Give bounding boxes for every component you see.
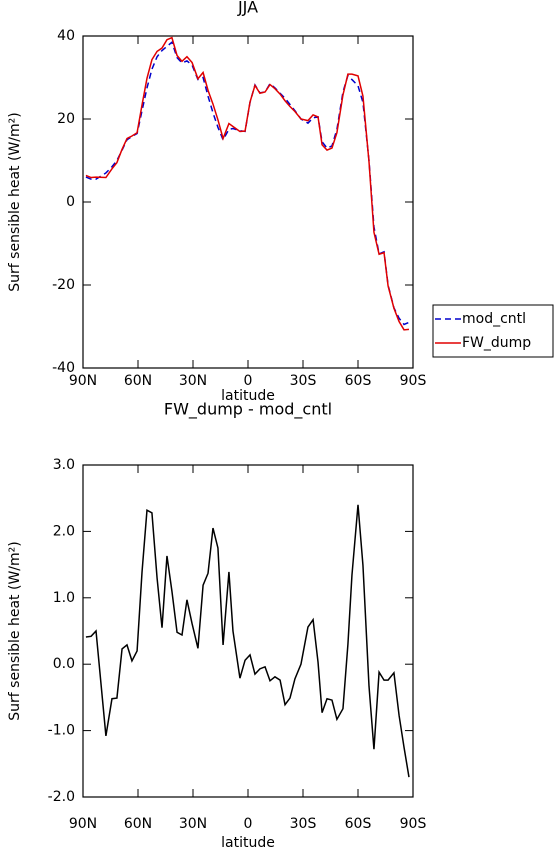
x-tick-label: 90S [400,373,427,389]
y-tick-label: 1.0 [53,590,75,606]
legend-box [432,304,554,358]
y-tick-label: 40 [57,28,75,44]
x-tick-label: 0 [244,373,253,389]
y-tick-label: 20 [57,111,75,127]
legend-label: mod_cntl [462,311,526,327]
x-tick-label: 30S [290,373,317,389]
y-tick-label: -2.0 [48,789,75,805]
series-line [85,36,410,331]
x-tick-label: 30N [179,816,207,832]
x-tick-label: 0 [244,816,253,832]
y-tick-label: -1.0 [48,723,75,739]
x-tick-label: 90S [400,816,427,832]
x-tick-label: 90N [69,816,97,832]
legend-label: FW_dump [462,335,531,351]
x-tick-label: 90N [69,373,97,389]
x-tick-label: 60S [345,373,372,389]
y-tick-label: -40 [52,360,75,376]
x-tick-label: 60N [124,816,152,832]
x-tick-label: 60S [345,816,372,832]
y-tick-label: 3.0 [53,457,75,473]
x-tick-label: 30S [290,816,317,832]
plot-frame [82,35,414,369]
y-tick-label: 2.0 [53,523,75,539]
x-axis-label: latitude [221,835,275,851]
y-tick-label: 0.0 [53,656,75,672]
series-line [85,504,410,778]
y-axis-label: Surf sensible heat (W/m²) [7,541,23,720]
x-tick-label: 30N [179,373,207,389]
chart-title: FW_dump - mod_cntl [164,400,332,420]
x-axis-label: latitude [221,388,275,404]
y-tick-label: 0 [66,194,75,210]
y-tick-label: -20 [52,277,75,293]
x-tick-label: 60N [124,373,152,389]
chart-title: JJA [237,0,258,17]
y-axis-label: Surf sensible heat (W/m²) [7,112,23,291]
plot-frame [82,464,414,798]
